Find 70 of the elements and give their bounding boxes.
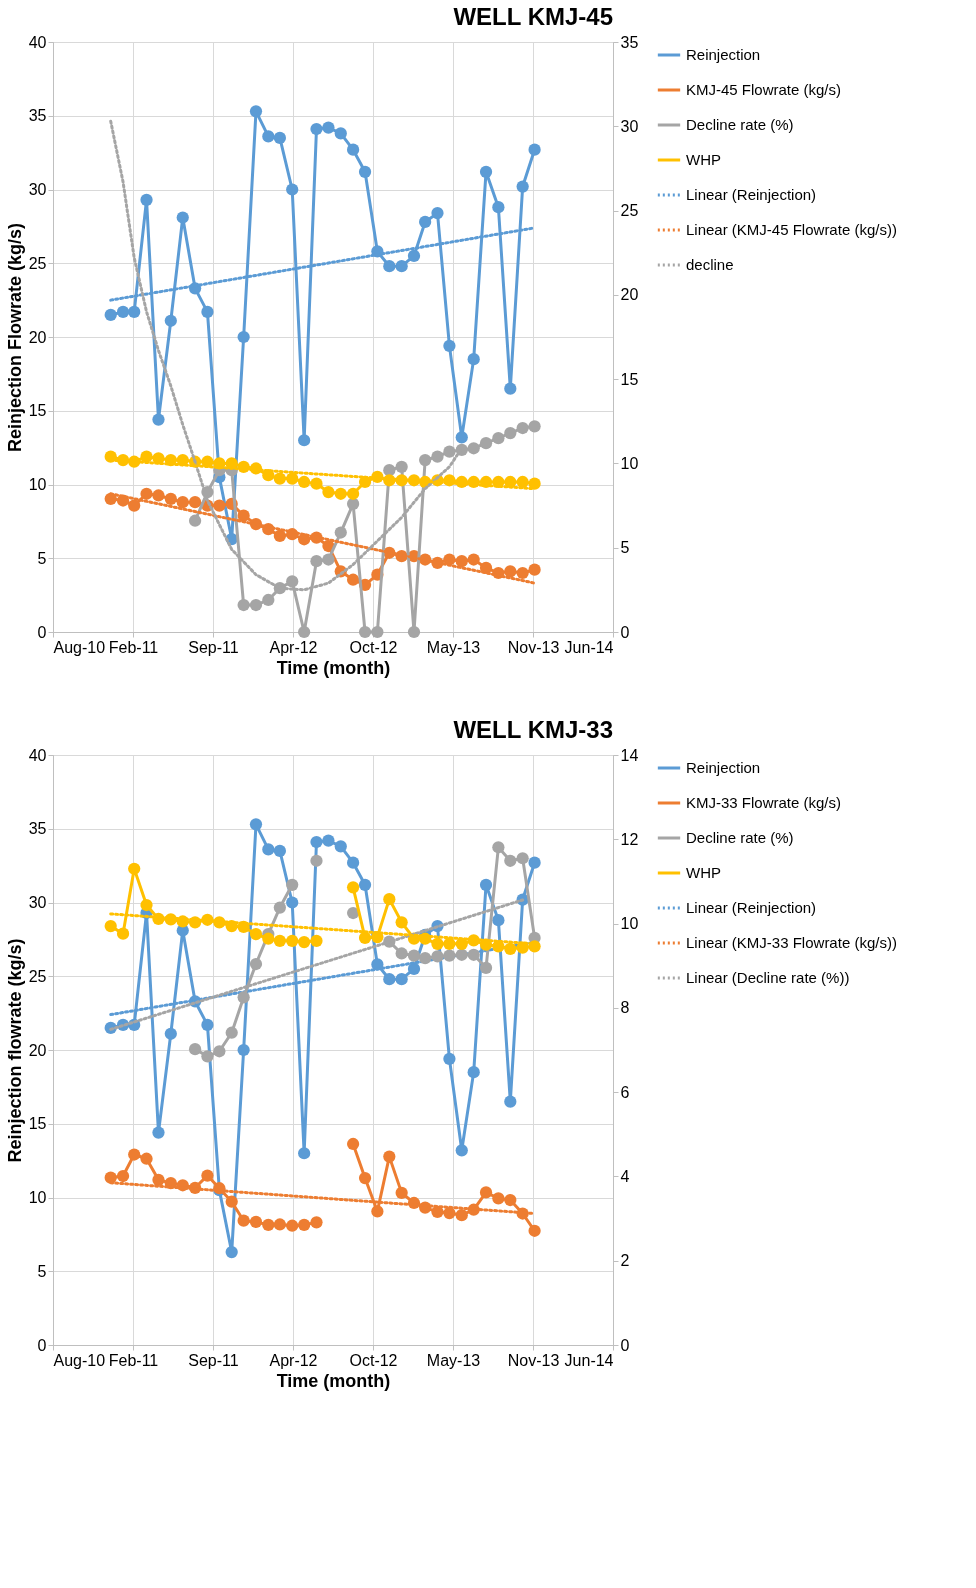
y2-tick-label: 2 — [620, 1252, 630, 1270]
y-tick-label: 25 — [28, 254, 47, 272]
x-tick-label: Sep-11 — [188, 638, 239, 656]
y-tick-label: 5 — [37, 549, 47, 567]
y2-tick-label: 12 — [620, 830, 639, 848]
y-tick-label: 40 — [28, 746, 47, 764]
y-tick-label: 30 — [28, 894, 47, 911]
legend-label: Linear (KMJ-45 Flowrate (kg/s)) — [686, 221, 897, 238]
x-tick-label: Aug-10 — [53, 1351, 106, 1369]
legend-label: Linear (Decline rate (%)) — [686, 969, 850, 986]
y-tick-label: 35 — [28, 107, 47, 125]
x-tick-label: Nov-13 — [507, 638, 560, 656]
x-tick-label: Jun-14 — [564, 1351, 614, 1369]
legend-label: WHP — [686, 864, 721, 881]
y-axis-title: Reinjection Flowrate (kg/s) — [4, 222, 25, 453]
x-tick-label: Apr-12 — [269, 1351, 318, 1369]
y2-tick-label: 5 — [620, 539, 630, 557]
y2-tick-label: 6 — [620, 1083, 630, 1101]
y2-tick-label: 30 — [620, 117, 639, 135]
y2-tick-label: 25 — [620, 202, 639, 220]
y2-tick-label: 4 — [620, 1167, 630, 1185]
x-tick-label: Oct-12 — [349, 638, 398, 656]
y2-tick-label: 10 — [620, 915, 639, 933]
x-tick-label: Feb-11 — [108, 638, 159, 656]
y-tick-label: 10 — [28, 476, 47, 493]
y2-tick-label: 15 — [620, 370, 639, 388]
y-tick-label: 40 — [28, 33, 47, 51]
legend-label: WHP — [686, 151, 721, 168]
legend-label: KMJ-45 Flowrate (kg/s) — [686, 81, 842, 98]
y-tick-label: 25 — [28, 967, 47, 985]
legend-label: Linear (Reinjection) — [686, 186, 817, 203]
x-tick-label: Feb-11 — [108, 1351, 159, 1369]
x-tick-label: Aug-10 — [53, 638, 106, 656]
legend-label: Linear (KMJ-33 Flowrate (kg/s)) — [686, 934, 897, 951]
y-tick-label: 35 — [28, 820, 47, 838]
y-axis-title: Reinjection flowrate (kg/s) — [4, 938, 25, 1163]
legend-label: KMJ-33 Flowrate (kg/s) — [686, 794, 842, 811]
y-tick-label: 20 — [28, 1041, 47, 1059]
y2-tick-label: 0 — [620, 1336, 630, 1354]
y-tick-label: 0 — [37, 1336, 47, 1354]
y-tick-label: 0 — [37, 623, 47, 641]
y2-tick-label: 35 — [620, 33, 639, 51]
y2-tick-label: 14 — [620, 746, 639, 764]
y-tick-label: 15 — [28, 1115, 47, 1133]
x-tick-label: Oct-12 — [349, 1351, 398, 1369]
y-tick-label: 5 — [37, 1262, 47, 1280]
y-tick-label: 15 — [28, 402, 47, 420]
x-tick-label: May-13 — [426, 638, 481, 656]
y2-tick-label: 20 — [620, 286, 639, 304]
legend-label: Linear (Reinjection) — [686, 899, 817, 916]
legend-label: Decline rate (%) — [686, 829, 794, 846]
y-tick-label: 20 — [28, 328, 47, 346]
x-axis-title: Time (month) — [276, 1370, 391, 1391]
x-tick-label: May-13 — [426, 1351, 481, 1369]
legend-label: Reinjection — [686, 759, 761, 776]
legend-label: Decline rate (%) — [686, 116, 794, 133]
chart-title: WELL KMJ-33 — [453, 716, 613, 743]
x-tick-label: Apr-12 — [269, 638, 318, 656]
legend-label: decline — [686, 256, 734, 273]
chart-title: WELL KMJ-45 — [453, 3, 613, 30]
x-tick-label: Sep-11 — [188, 1351, 239, 1369]
y-tick-label: 30 — [28, 181, 47, 198]
y2-tick-label: 10 — [620, 454, 639, 472]
y2-tick-label: 0 — [620, 623, 630, 641]
y-tick-label: 10 — [28, 1189, 47, 1206]
x-tick-label: Nov-13 — [507, 1351, 560, 1369]
x-tick-label: Jun-14 — [564, 638, 614, 656]
x-axis-title: Time (month) — [276, 657, 391, 678]
legend-label: Reinjection — [686, 46, 761, 63]
y2-tick-label: 8 — [620, 999, 630, 1017]
